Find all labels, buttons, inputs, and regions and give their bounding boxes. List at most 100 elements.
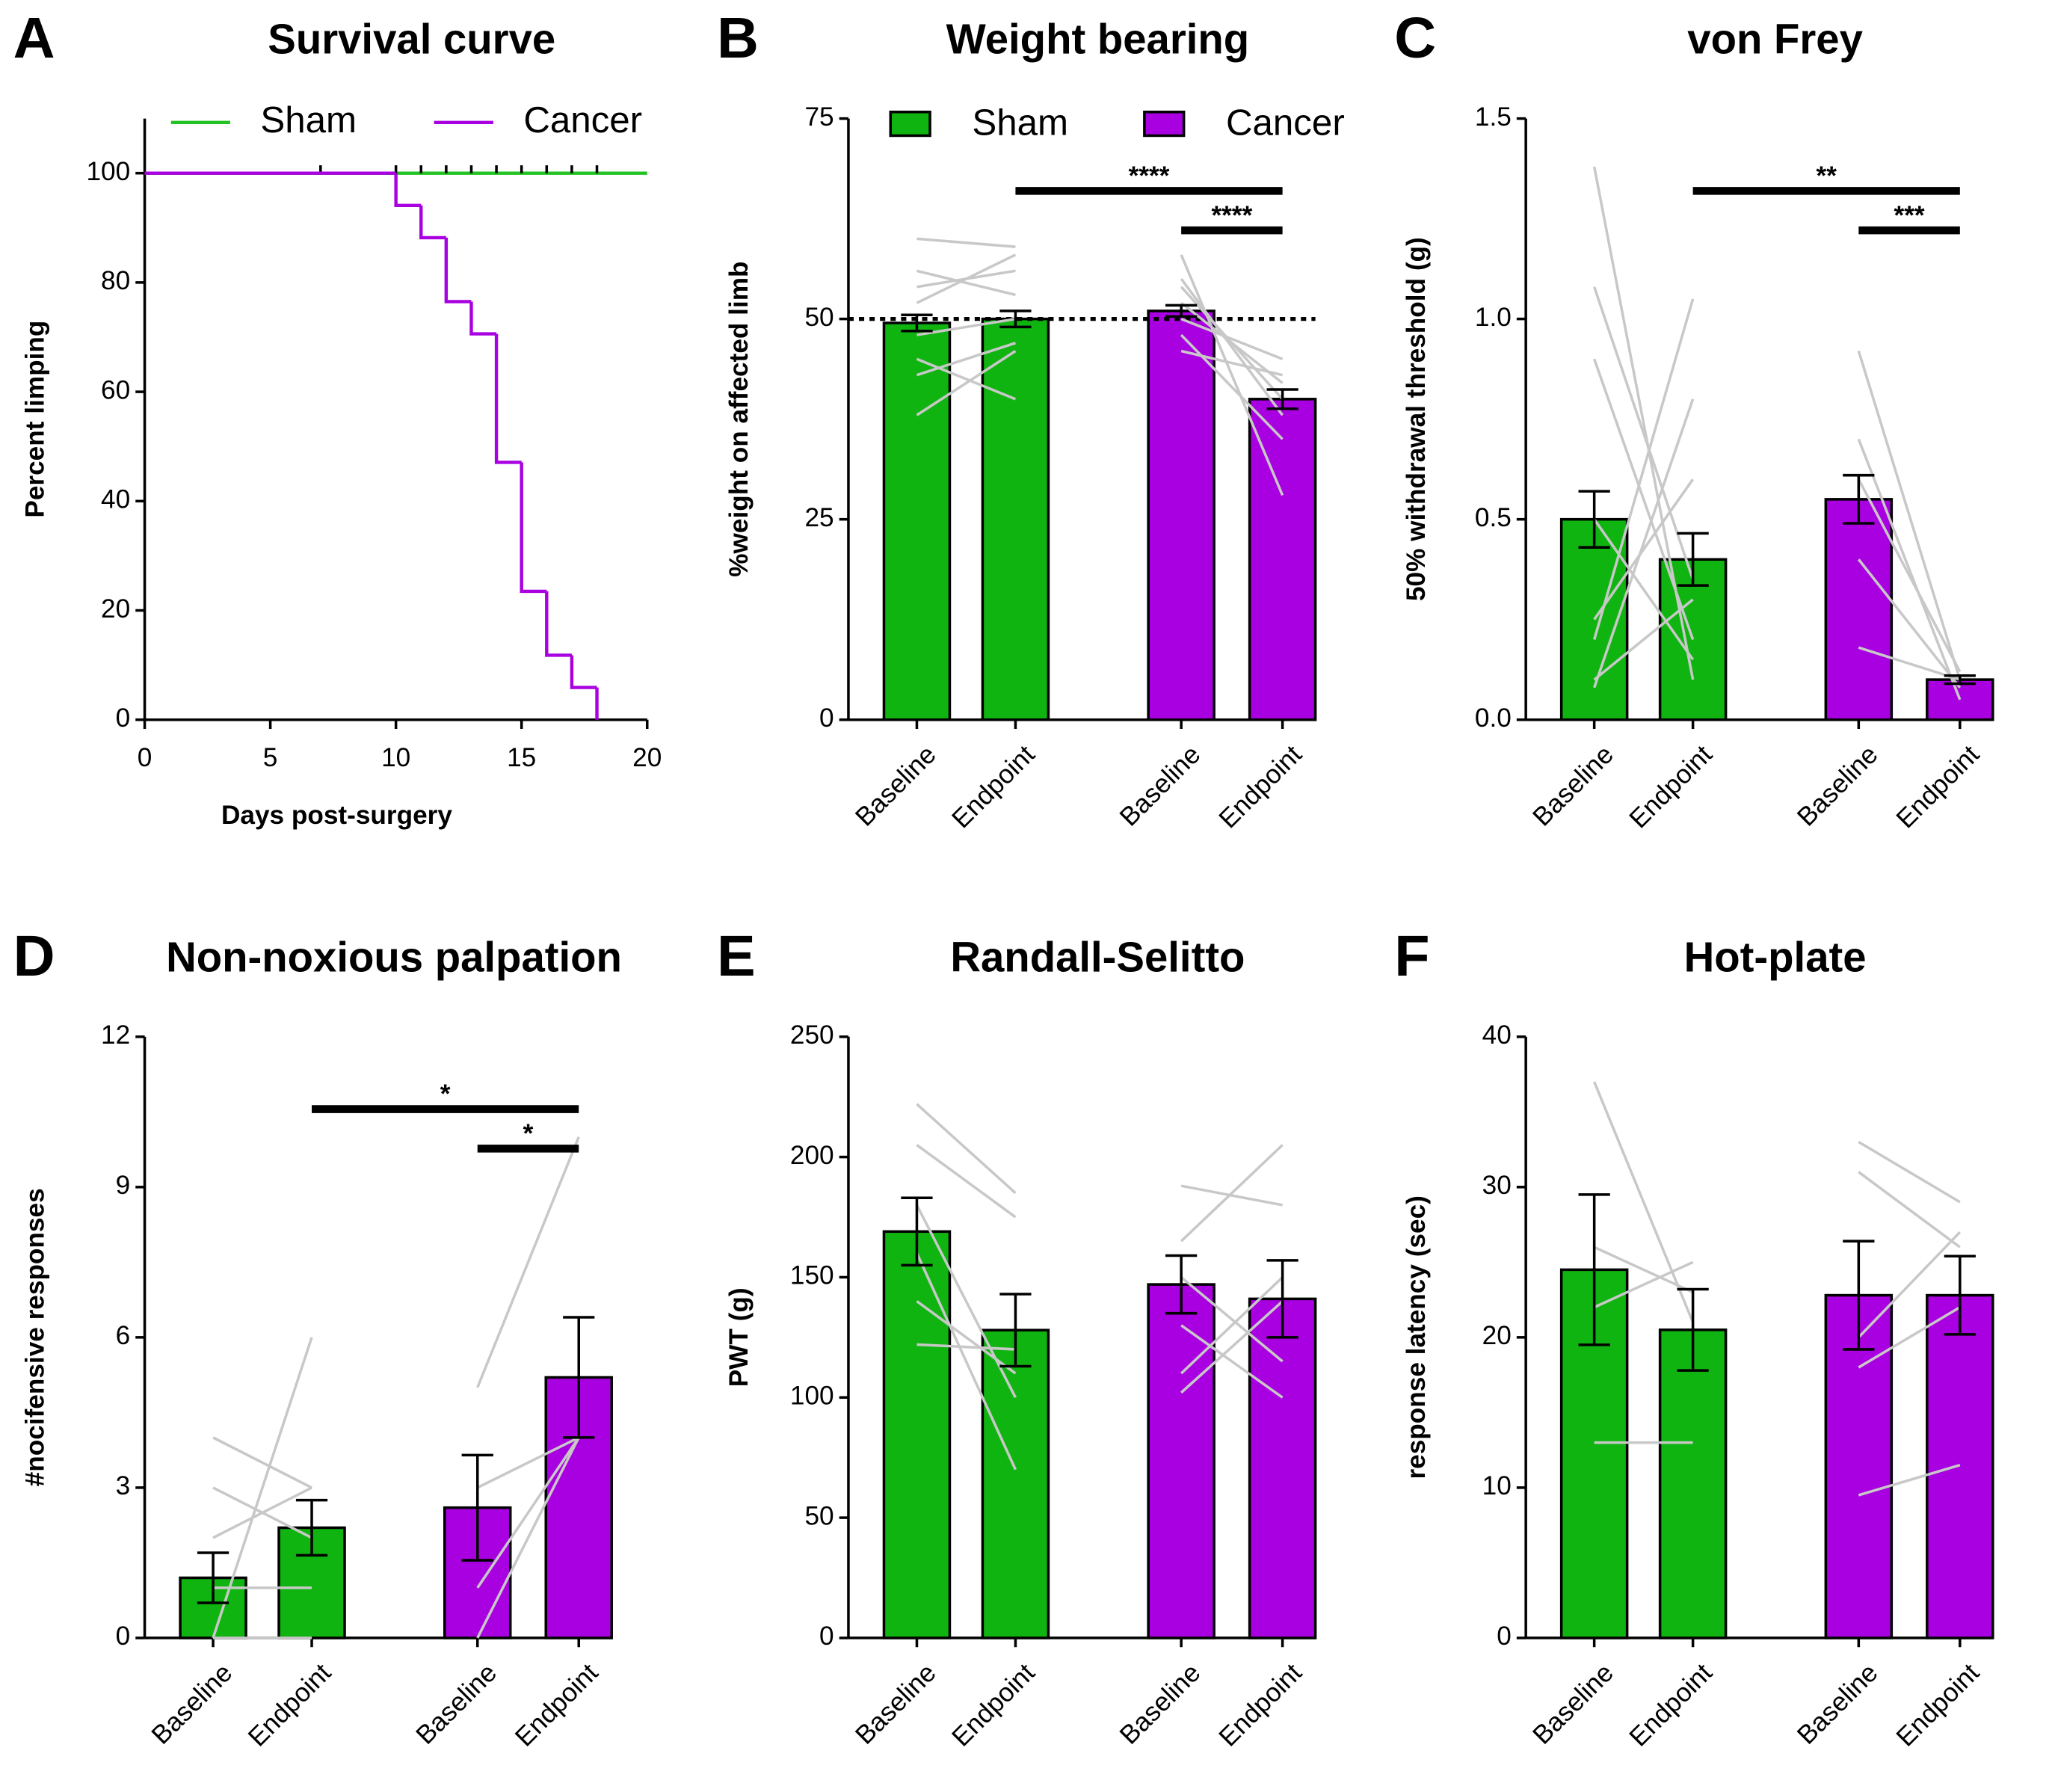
x-tick-label: Baseline [146, 1658, 238, 1750]
subject-line [1180, 254, 1284, 496]
subject-line [1180, 1184, 1283, 1207]
error-bar [999, 1293, 1032, 1368]
survival-step [520, 462, 547, 594]
legend-label: Cancer [1226, 102, 1345, 143]
y-tick-label: 30 [1482, 1171, 1512, 1200]
error-bar [461, 1453, 493, 1562]
y-axis-label: #nocifensive responses [21, 1188, 50, 1486]
panel-letter: F [1394, 924, 1429, 988]
x-tick-label: Endpoint [946, 1658, 1041, 1752]
y-tick-label: 50 [804, 303, 834, 332]
subject-line [915, 1252, 1017, 1471]
x-tick-label: Endpoint [1624, 739, 1718, 834]
x-tick-label: 15 [507, 743, 536, 772]
bar [1248, 398, 1317, 721]
panel-letter: E [717, 924, 756, 988]
x-tick-label: Endpoint [1213, 739, 1307, 834]
survival-step [494, 333, 522, 464]
subject-line [1858, 646, 1961, 681]
subject-line [1858, 1231, 1962, 1339]
y-tick-label: 0.5 [1475, 503, 1512, 532]
y-axis-label: PWT (g) [724, 1287, 754, 1387]
subject-line [1180, 333, 1284, 440]
bar [1824, 498, 1894, 721]
y-tick-label: 40 [101, 485, 130, 514]
legend-label: Sham [260, 99, 357, 141]
y-tick-label: 75 [804, 102, 834, 132]
y-tick-label: 20 [1482, 1321, 1512, 1350]
x-tick-label: Endpoint [1213, 1658, 1307, 1752]
chart-title: Randall-Selitto [950, 934, 1245, 981]
chart-title: Weight bearing [946, 15, 1250, 62]
subject-line [915, 1204, 1017, 1399]
y-tick-label: 40 [1482, 1020, 1512, 1050]
error-bar [1578, 490, 1610, 549]
y-axis-label: %weight on affected limb [724, 261, 754, 576]
error-bar [1843, 1240, 1875, 1351]
bar [882, 1230, 952, 1639]
bar [1147, 310, 1216, 721]
error-bar [1165, 304, 1198, 318]
y-tick-label: 80 [101, 266, 130, 295]
bar [1147, 1283, 1216, 1639]
bar [981, 1328, 1050, 1639]
x-tick-label: Baseline [1527, 740, 1619, 832]
subject-line [916, 1343, 1016, 1351]
y-tick-label: 25 [804, 503, 834, 532]
error-bar [1677, 532, 1709, 587]
subject-line [1180, 349, 1284, 377]
x-tick-label: 5 [263, 743, 278, 772]
subject-line [916, 269, 1016, 297]
error-bar [1578, 1193, 1610, 1346]
error-bar [1944, 1254, 1976, 1336]
subject-line [1857, 438, 1962, 701]
x-tick-label: 20 [632, 743, 662, 772]
significance-label: *** [1894, 201, 1925, 230]
bar [1658, 1328, 1728, 1639]
subject-line [1858, 1306, 1961, 1369]
subject-line [916, 1103, 1017, 1195]
subject-line [916, 342, 1016, 377]
y-tick-label: 3 [116, 1471, 131, 1500]
survival-step [469, 301, 497, 336]
subject-line [476, 1436, 580, 1489]
y-tick-label: 50 [804, 1501, 834, 1530]
x-tick-label: Baseline [1527, 1658, 1619, 1750]
significance-label: **** [1129, 161, 1170, 191]
y-tick-label: 9 [116, 1171, 131, 1200]
x-tick-label: Baseline [1792, 740, 1884, 832]
subject-line [1857, 350, 1962, 680]
y-tick-label: 20 [101, 594, 130, 623]
subject-line [1858, 1464, 1961, 1497]
subject-line [1592, 398, 1695, 689]
bar [1248, 1297, 1317, 1639]
error-bar [563, 1316, 595, 1439]
y-tick-label: 100 [86, 157, 130, 186]
error-bar [901, 1196, 933, 1267]
subject-line [476, 1136, 580, 1388]
y-tick-label: 6 [116, 1321, 131, 1350]
x-tick-label: Endpoint [1624, 1658, 1718, 1752]
significance-label: * [523, 1119, 534, 1148]
y-tick-label: 0 [1497, 1622, 1512, 1651]
y-tick-label: 0 [819, 703, 834, 733]
x-tick-label: Endpoint [1891, 739, 1985, 834]
bar [1926, 1293, 1994, 1639]
subject-line [1180, 317, 1284, 360]
subject-line [1180, 1144, 1284, 1243]
subject-line [1592, 286, 1695, 580]
subject-line [1180, 1276, 1284, 1363]
y-axis-label: Percent limping [21, 321, 50, 518]
x-tick-label: 10 [381, 743, 410, 772]
subject-line [1593, 518, 1695, 661]
bar [1824, 1293, 1894, 1639]
x-tick-label: Baseline [410, 1658, 502, 1750]
x-tick-label: Baseline [1114, 1658, 1206, 1750]
subject-line [916, 1300, 1017, 1375]
error-bar [1944, 674, 1976, 686]
subject-line [916, 350, 1017, 416]
significance-label: **** [1211, 201, 1252, 230]
subject-line [1592, 358, 1695, 641]
error-bar [999, 310, 1032, 329]
